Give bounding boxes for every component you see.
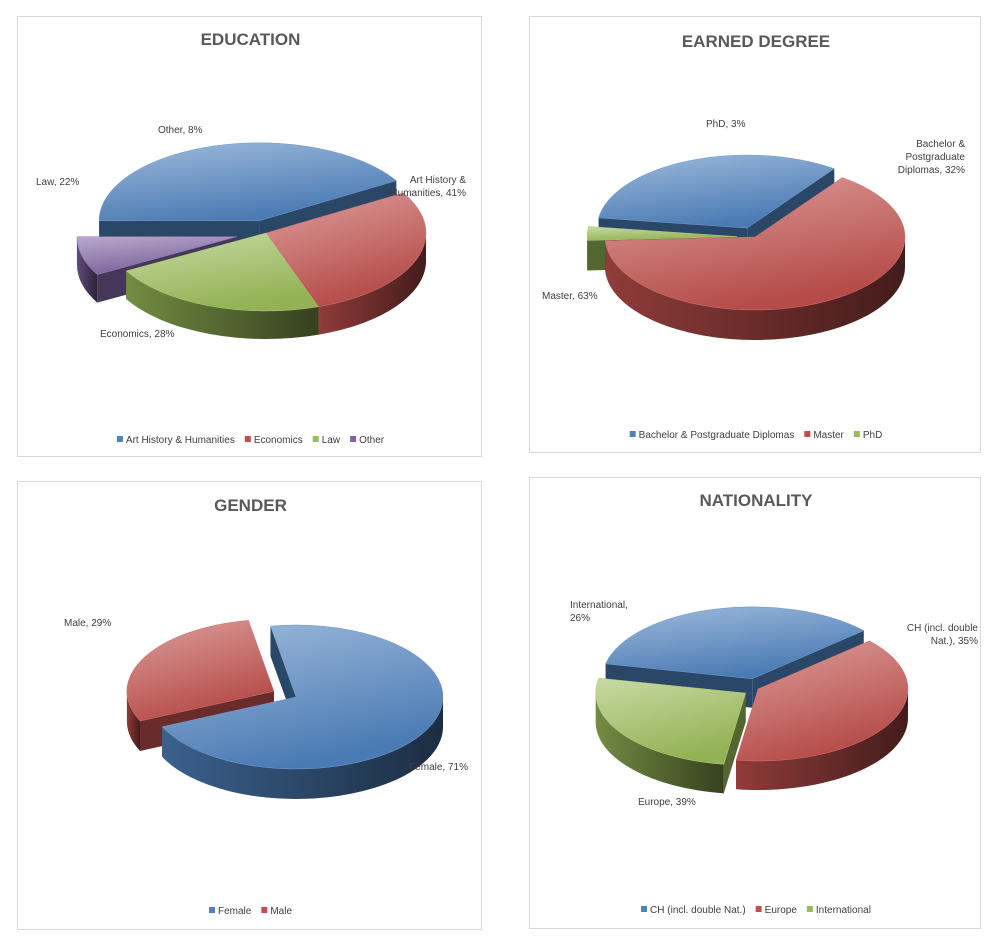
slice-top xyxy=(125,232,319,312)
legend-item-male: Male xyxy=(261,906,292,917)
legend-item-europe: Europe xyxy=(755,905,798,916)
legend-label: Master xyxy=(813,430,844,441)
legend-item-master: Master xyxy=(804,430,845,441)
slice-side xyxy=(162,697,443,799)
pie-slices xyxy=(76,142,427,339)
legend-item-art-history-humanities: Art History & Humanities xyxy=(116,435,235,446)
gender-chart-panel: GENDER Female, 71% Male, 29% Female Male xyxy=(17,481,482,930)
legend-label: PhD xyxy=(863,430,882,441)
legend-label: Art History & Humanities xyxy=(126,435,235,446)
chart-title: EARNED DEGREE xyxy=(682,32,830,51)
pie-slices xyxy=(126,620,444,799)
legend-label: Economics xyxy=(254,435,303,446)
slice-top xyxy=(595,677,747,765)
legend-item-economics: Economics xyxy=(244,435,303,446)
legend-swatch xyxy=(853,431,860,437)
slice-side xyxy=(126,270,319,339)
legend-label: Bachelor & Postgraduate Diplomas xyxy=(639,430,795,441)
data-label-master: Master, 63% xyxy=(542,291,598,302)
pie-slices xyxy=(595,606,909,794)
legend-label: Law xyxy=(322,435,341,446)
legend-swatch xyxy=(116,436,123,442)
slice-top xyxy=(265,192,427,307)
legend-item-phd: PhD xyxy=(853,430,882,441)
education-chart-panel: EDUCATION Art History & Humanities, 41% Eco… xyxy=(17,16,482,457)
legend-item-bachelor-postgraduate-diplomas: Bachelor & Postgraduate Diplomas xyxy=(629,430,795,441)
slice-master xyxy=(604,177,906,340)
legend-swatch xyxy=(806,906,813,912)
slice-top xyxy=(735,640,909,762)
legend-swatch xyxy=(312,436,319,442)
chart-title: EDUCATION xyxy=(201,30,301,49)
data-label-law: Law, 22% xyxy=(36,177,79,188)
legend-item-law: Law xyxy=(312,435,341,446)
data-label-male: Male, 29% xyxy=(64,618,111,629)
data-label-economics: Economics, 28% xyxy=(100,329,175,340)
legend-swatch xyxy=(261,907,268,913)
legend-swatch xyxy=(755,906,762,912)
data-label-bachelor-postgraduate-diplomas: Bachelor & Postgraduate Diplomas, 32% xyxy=(898,139,966,176)
slice-top xyxy=(98,142,397,222)
legend-label: Female xyxy=(218,906,252,917)
legend-item-international: International xyxy=(806,905,871,916)
legend-label: Other xyxy=(359,435,385,446)
slice-top xyxy=(598,154,835,229)
legend-item-female: Female xyxy=(208,906,252,917)
slice-side xyxy=(76,236,98,303)
legend-swatch xyxy=(629,431,636,437)
legend-label: International xyxy=(816,905,871,916)
legend: Bachelor & Postgraduate Diplomas Master Ph… xyxy=(629,430,882,441)
legend-label: CH (incl. double Nat.) xyxy=(650,905,746,916)
legend-label: Europe xyxy=(765,905,798,916)
chart-title: NATIONALITY xyxy=(699,491,813,510)
slice-international xyxy=(595,677,747,794)
pie-slices xyxy=(586,154,906,340)
legend-swatch xyxy=(244,436,251,442)
slice-side xyxy=(126,691,141,752)
nationality-chart-panel: NATIONALITY CH (incl. double Nat.), 35% Eur… xyxy=(529,477,981,929)
slice-side xyxy=(595,693,724,794)
data-label-other: Other, 8% xyxy=(158,125,203,136)
legend: CH (incl. double Nat.) Europe Internationa… xyxy=(641,905,871,916)
slice-side xyxy=(736,689,908,790)
data-label-phd: PhD, 3% xyxy=(706,119,746,130)
legend-swatch xyxy=(804,431,811,437)
legend: Female Male xyxy=(208,906,292,917)
slice-top xyxy=(586,226,738,241)
data-label-europe: Europe, 39% xyxy=(638,797,696,808)
legend-label: Male xyxy=(270,906,292,917)
data-label-female: Female, 71% xyxy=(409,762,468,773)
chart-title: GENDER xyxy=(214,496,287,515)
slice-female xyxy=(161,624,444,799)
slice-top xyxy=(161,624,444,770)
earned-degree-chart-panel: EARNED DEGREE Bachelor & Postgraduate Diplo… xyxy=(529,16,981,453)
slice-europe xyxy=(735,640,909,790)
legend-swatch xyxy=(641,906,648,912)
legend-swatch xyxy=(208,907,215,913)
legend-swatch xyxy=(350,436,357,442)
legend: Art History & Humanities Economics Law Othe… xyxy=(116,435,385,446)
slice-top xyxy=(605,606,865,680)
slice-side xyxy=(318,233,426,335)
data-label-ch-incl-double-nat: CH (incl. double Nat.), 35% xyxy=(907,623,979,647)
slice-top xyxy=(604,177,906,311)
legend-item-other: Other xyxy=(350,435,385,446)
slice-top xyxy=(76,236,238,275)
data-label-international: International, 26% xyxy=(570,600,628,624)
slice-side xyxy=(605,237,905,340)
slice-law xyxy=(125,232,319,339)
data-label-art-history-humanities: Art History & Humanities, 41% xyxy=(390,175,466,199)
slice-top xyxy=(126,620,275,722)
legend-item-ch-incl-double-nat: CH (incl. double Nat.) xyxy=(641,905,746,916)
